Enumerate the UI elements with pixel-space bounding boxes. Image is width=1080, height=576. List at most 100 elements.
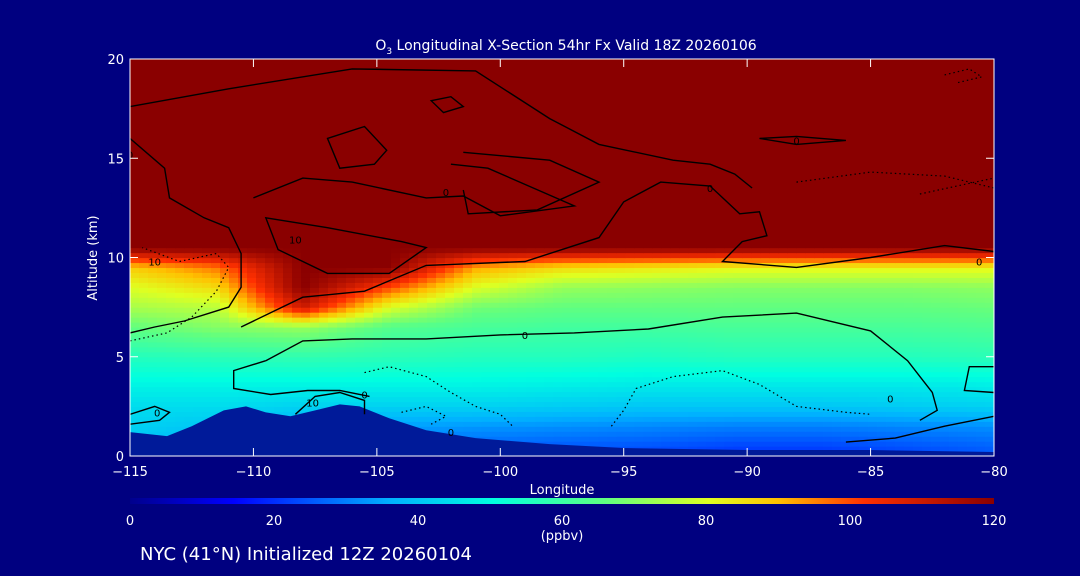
heat-cell [958,331,968,338]
heat-cell [238,361,248,368]
heat-cell [742,257,752,264]
heat-cell [886,396,896,403]
heat-cell [688,361,698,368]
heat-cell [697,232,707,239]
heat-cell [256,396,266,403]
heat-cell [751,242,761,249]
heat-cell [445,386,455,393]
heat-cell [922,366,932,373]
heat-cell [922,421,932,427]
heat-cell [445,351,455,358]
heat-cell [400,391,410,398]
heat-cell [652,381,662,388]
heat-cell [823,277,833,283]
heat-cell [688,282,698,288]
heat-cell [904,292,914,298]
heat-cell [904,222,914,229]
heat-cell [247,307,257,313]
heat-cell [976,391,986,398]
heat-cell [805,207,815,214]
heat-cell [274,222,284,229]
heat-cell [697,307,707,313]
heat-cell [337,287,347,293]
heat-cell [256,401,266,407]
heat-cell [427,366,437,373]
heat-cell [301,351,311,358]
heat-cell [148,287,158,293]
heat-cell [175,302,185,308]
heat-cell [760,371,770,378]
heat-cell [409,237,419,244]
heat-cell [760,237,770,244]
heat-cell [472,401,482,407]
heat-cell [274,371,284,378]
heat-cell [256,381,266,388]
heat-cell [670,401,680,407]
heat-cell [220,242,230,249]
heat-cell [580,381,590,388]
heat-cell [607,426,617,432]
heat-cell [904,232,914,239]
heat-cell [517,406,527,412]
heat-cell [391,416,401,422]
heat-cell [625,406,635,412]
heat-cell [418,297,428,303]
heat-cell [733,212,743,219]
heat-cell [796,416,806,422]
heat-cell [409,202,419,209]
heat-cell [364,222,374,229]
heat-cell [895,227,905,234]
heat-cell [715,431,725,437]
heat-cell [742,317,752,323]
heat-cell [427,222,437,229]
heat-cell [256,331,266,338]
heat-cell [283,227,293,234]
heat-cell [373,336,383,343]
heat-cell [499,401,509,407]
heat-cell [652,247,662,254]
heat-cell [427,242,437,249]
heat-cell [175,361,185,368]
heat-cell [391,197,401,204]
heat-cell [733,356,743,363]
heat-cell [256,312,266,318]
heat-cell [292,302,302,308]
heat-cell [742,361,752,368]
heat-cell [454,262,464,269]
heat-cell [499,376,509,383]
heat-cell [724,436,734,442]
heat-cell [697,421,707,427]
heat-cell [715,336,725,343]
heat-cell [130,341,140,348]
heat-cell [625,376,635,383]
heat-cell [688,197,698,204]
heat-cell [328,232,338,239]
heat-cell [409,257,419,264]
heat-cell [427,376,437,383]
heat-cell [643,391,653,398]
heat-cell [508,341,518,348]
heat-cell [697,411,707,417]
heat-cell [454,381,464,388]
heat-cell [427,381,437,388]
heat-cell [661,416,671,422]
heat-cell [436,302,446,308]
heat-cell [139,272,149,278]
heat-cell [481,297,491,303]
heat-cell [922,312,932,318]
heat-cell [958,202,968,209]
heat-cell [283,336,293,343]
heat-cell [175,282,185,288]
heat-cell [769,326,779,333]
heat-cell [463,386,473,393]
heat-cell [328,262,338,269]
heat-cell [346,232,356,239]
heat-cell [139,386,149,393]
heat-cell [517,341,527,348]
heat-cell [391,207,401,214]
heat-cell [868,292,878,298]
heat-cell [913,446,923,452]
heat-cell [166,297,176,303]
heat-cell [139,351,149,358]
heat-cell [508,242,518,249]
